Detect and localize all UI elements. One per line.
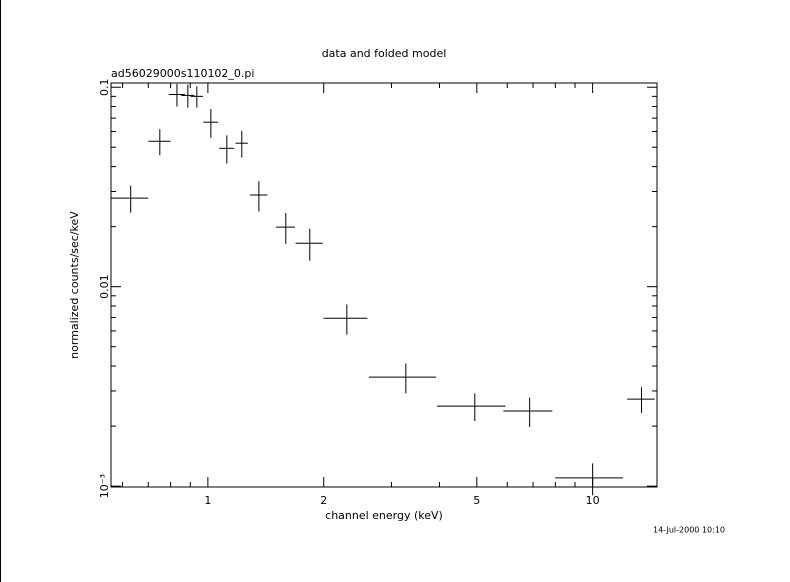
timestamp: 14-Jul-2000 10:10	[653, 526, 725, 535]
plot-frame	[110, 82, 658, 488]
chart-subtitle: ad56029000s110102_0.pi	[111, 67, 254, 80]
y-tick-label: 0.1	[98, 78, 111, 96]
y-tick-label: 0.01	[98, 274, 111, 299]
x-tick-label: 2	[320, 494, 327, 507]
x-tick-label: 5	[473, 494, 480, 507]
x-tick-label: 1	[204, 494, 211, 507]
y-axis-label: normalized counts/sec/keV	[68, 211, 81, 359]
x-axis-label: channel energy (keV)	[325, 509, 443, 522]
x-tick-label: 10	[586, 494, 600, 507]
y-tick-label: 10⁻³	[98, 474, 111, 498]
chart-title: data and folded model	[322, 47, 447, 60]
